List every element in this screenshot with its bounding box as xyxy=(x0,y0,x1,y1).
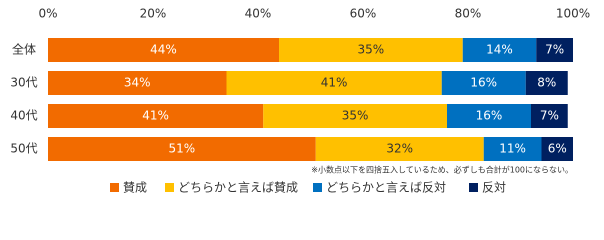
data-label: 35% xyxy=(358,43,385,57)
bar-segment xyxy=(48,104,264,128)
y-tick-label: 全体 xyxy=(12,42,36,57)
y-tick-label: 30代 xyxy=(10,76,37,90)
bar-segment xyxy=(48,137,316,161)
y-tick-label: 50代 xyxy=(10,142,37,156)
bar-segment xyxy=(541,137,573,161)
data-label: 16% xyxy=(470,76,497,90)
x-tick-label: 100% xyxy=(556,7,590,21)
data-label: 32% xyxy=(386,142,413,156)
data-label: 14% xyxy=(486,43,513,57)
data-label: 11% xyxy=(499,142,526,156)
legend-label: 賛成 xyxy=(123,181,147,195)
legend-swatch xyxy=(165,183,174,192)
data-label: 7% xyxy=(545,43,564,57)
legend-label: 反対 xyxy=(482,181,506,195)
x-tick-label: 60% xyxy=(350,7,377,21)
legend-label: どちらかと言えば賛成 xyxy=(178,181,298,195)
data-label: 41% xyxy=(321,76,348,90)
x-tick-label: 80% xyxy=(455,7,482,21)
chart: ※小数点以下を四捨五入しているため、必ずしも合計が100にならない。 0% 20%… xyxy=(10,7,590,195)
data-label: 6% xyxy=(548,142,567,156)
data-label: 7% xyxy=(540,109,559,123)
data-label: 35% xyxy=(342,109,369,123)
bar-segment xyxy=(447,104,531,128)
data-label: 51% xyxy=(169,142,196,156)
bar-segment xyxy=(48,38,279,62)
note: ※小数点以下を四捨五入しているため、必ずしも合計が100にならない。 xyxy=(311,165,573,175)
x-tick-label: 40% xyxy=(245,7,272,21)
bar-segment xyxy=(462,38,537,62)
bar-segment xyxy=(441,71,526,95)
x-tick-label: 20% xyxy=(140,7,167,21)
x-tick-label: 0% xyxy=(38,7,57,21)
bar-segment xyxy=(536,38,573,62)
data-label: 8% xyxy=(537,76,556,90)
bar-segment xyxy=(263,104,447,128)
bar-segment xyxy=(279,38,463,62)
data-label: 34% xyxy=(124,76,151,90)
data-label: 16% xyxy=(476,109,503,123)
bar-segment xyxy=(226,71,442,95)
bar-segment xyxy=(48,71,227,95)
y-tick-label: 40代 xyxy=(10,109,37,123)
legend-label: どちらかと言えば反対 xyxy=(326,181,446,195)
bar-segment xyxy=(315,137,484,161)
data-label: 41% xyxy=(142,109,169,123)
bar-segment xyxy=(483,137,542,161)
data-label: 44% xyxy=(150,43,177,57)
legend-swatch xyxy=(469,183,478,192)
legend-swatch xyxy=(313,183,322,192)
bar-segment xyxy=(531,104,568,128)
bar-segment xyxy=(525,71,568,95)
legend-swatch xyxy=(110,183,119,192)
